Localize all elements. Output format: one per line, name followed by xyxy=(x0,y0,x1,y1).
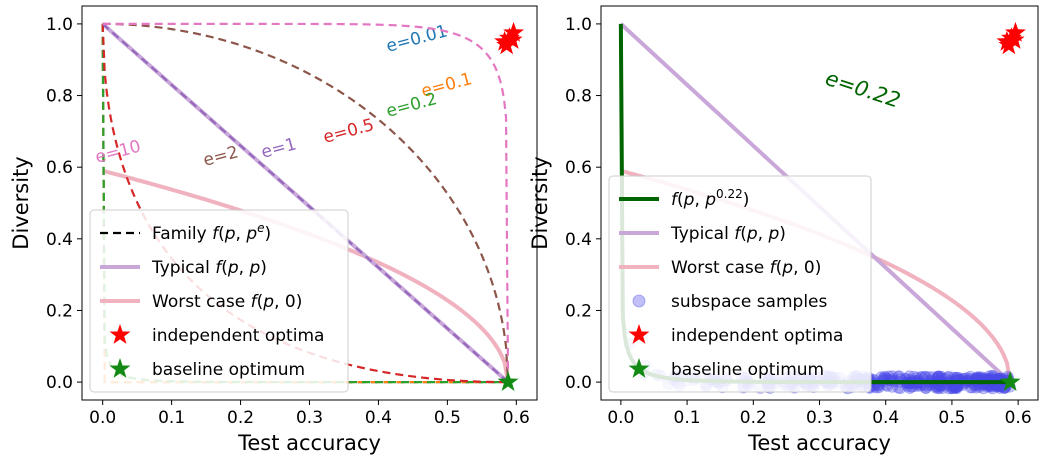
baseline-optimum-star xyxy=(999,371,1021,391)
independent-optimum-star xyxy=(501,29,523,49)
x-tick-label: 0.2 xyxy=(227,408,254,428)
baseline-optimum-star xyxy=(497,371,519,391)
y-tick-label: 1.0 xyxy=(46,15,73,35)
legend-label: Worst case f(p, 0) xyxy=(671,258,821,278)
x-tick-label: 0.0 xyxy=(607,408,634,428)
subspace-sample-dot xyxy=(986,382,999,395)
legend-item: baseline optimum xyxy=(109,358,305,380)
independent-optimum-star xyxy=(503,21,525,42)
x-tick-label: 0.0 xyxy=(89,408,116,428)
x-tick-label: 0.6 xyxy=(503,408,530,428)
x-tick-label: 0.1 xyxy=(674,408,701,428)
legend-label: Typical f(p, p) xyxy=(670,224,786,244)
legend-label: Typical f(p, p) xyxy=(151,258,267,278)
y-tick-label: 0.2 xyxy=(565,301,592,321)
y-tick-label: 0.0 xyxy=(565,373,592,393)
y-tick-label: 0.6 xyxy=(46,158,73,178)
family-curve-e-10 xyxy=(102,22,510,383)
x-tick-label: 0.1 xyxy=(158,408,185,428)
x-tick-label: 0.6 xyxy=(1005,408,1032,428)
y-tick-label: 1.0 xyxy=(565,15,592,35)
right-legend: f(p, p0.22) Typical f(p, p) Worst case f(p… xyxy=(608,175,872,393)
legend-label: f(p, p0.22) xyxy=(671,187,749,210)
x-tick-label: 0.3 xyxy=(296,408,323,428)
family-curve-label: e=0.2 xyxy=(384,89,439,122)
legend-swatch-green-star xyxy=(109,358,131,378)
axes-0: 0.0 0.1 0.2 0.3 0.4 0.5 0.6 0.0 0.2 0.4 0.6 0.8 1.0 T… xyxy=(9,15,530,455)
independent-optimum-star xyxy=(1003,29,1025,49)
typical-curve xyxy=(101,22,510,384)
legend-item: f(p, p0.22) xyxy=(619,187,749,210)
y-tick-label: 0.0 xyxy=(46,373,73,393)
legend-box xyxy=(89,209,349,393)
y-axis-label: Diversity xyxy=(9,156,33,249)
x-tick-label: 0.5 xyxy=(938,408,965,428)
legend-swatch-green-star xyxy=(628,358,650,378)
legend-label: independent optima xyxy=(152,326,324,346)
x-tick-label: 0.4 xyxy=(872,408,899,428)
legend-item: independent optima xyxy=(628,324,843,346)
legend-item: Worst case f(p, 0) xyxy=(619,258,821,278)
x-axis-label: Test accuracy xyxy=(747,431,891,455)
independent-optimum-star xyxy=(1005,21,1026,42)
x-axis-label: Test accuracy xyxy=(237,431,381,455)
legend-item: independent optima xyxy=(109,324,324,346)
legend-label: Family f(p, pe) xyxy=(152,221,271,244)
family-curve-label: e=0.5 xyxy=(321,115,376,148)
legend-item: Typical f(p, p) xyxy=(619,224,786,244)
plot-frame-1 xyxy=(600,5,1039,401)
subspace-sample-dot xyxy=(919,382,932,395)
y-tick-label: 0.6 xyxy=(565,158,592,178)
family-curve-label: e=1 xyxy=(259,134,298,163)
independent-optimum-star xyxy=(998,34,1020,55)
legend-swatch-red-star xyxy=(628,324,650,344)
y-tick-label: 0.2 xyxy=(46,301,73,321)
x-tick-label: 0.5 xyxy=(434,408,461,428)
y-axis-label: Diversity xyxy=(528,156,552,249)
y-tick-label: 0.4 xyxy=(565,230,592,250)
y-tick-label: 0.4 xyxy=(46,230,73,250)
y-tick-label: 0.8 xyxy=(565,87,592,107)
plot-frame-0 xyxy=(81,5,538,401)
legend-label: independent optima xyxy=(671,326,843,346)
legend-label: Worst case f(p, 0) xyxy=(152,292,302,312)
independent-optimum-star xyxy=(496,34,518,55)
legend-label: subspace samples xyxy=(671,292,828,312)
legend-swatch-red-star xyxy=(109,324,131,344)
legend-item: Worst case f(p, 0) xyxy=(100,292,302,312)
x-tick-label: 0.2 xyxy=(740,408,767,428)
legend-label: baseline optimum xyxy=(152,360,305,380)
family-curve-label: e=10 xyxy=(93,137,143,168)
legend-item: Typical f(p, p) xyxy=(100,258,267,278)
left-legend: Family f(p, pe) Typical f(p, p) Worst case… xyxy=(89,209,349,393)
x-tick-label: 0.3 xyxy=(806,408,833,428)
family-curve-label: e=2 xyxy=(201,142,240,171)
legend-item: baseline optimum xyxy=(628,358,824,380)
legend-item: Family f(p, pe) xyxy=(100,221,271,244)
legend-item: subspace samples xyxy=(632,292,828,312)
family-curve-e-2 xyxy=(102,22,510,383)
y-tick-label: 0.8 xyxy=(46,87,73,107)
x-tick-label: 0.4 xyxy=(365,408,392,428)
fit-curve-label: e=0.22 xyxy=(822,66,903,113)
legend-box xyxy=(608,175,872,393)
legend-swatch-dot xyxy=(632,294,646,308)
legend-label: baseline optimum xyxy=(671,360,824,380)
family-curve-e-0.5 xyxy=(101,23,509,384)
axes-1: 0.0 0.1 0.2 0.3 0.4 0.5 0.6 0.0 0.2 0.4 0.6 0.8 1.0 T… xyxy=(528,15,1032,455)
